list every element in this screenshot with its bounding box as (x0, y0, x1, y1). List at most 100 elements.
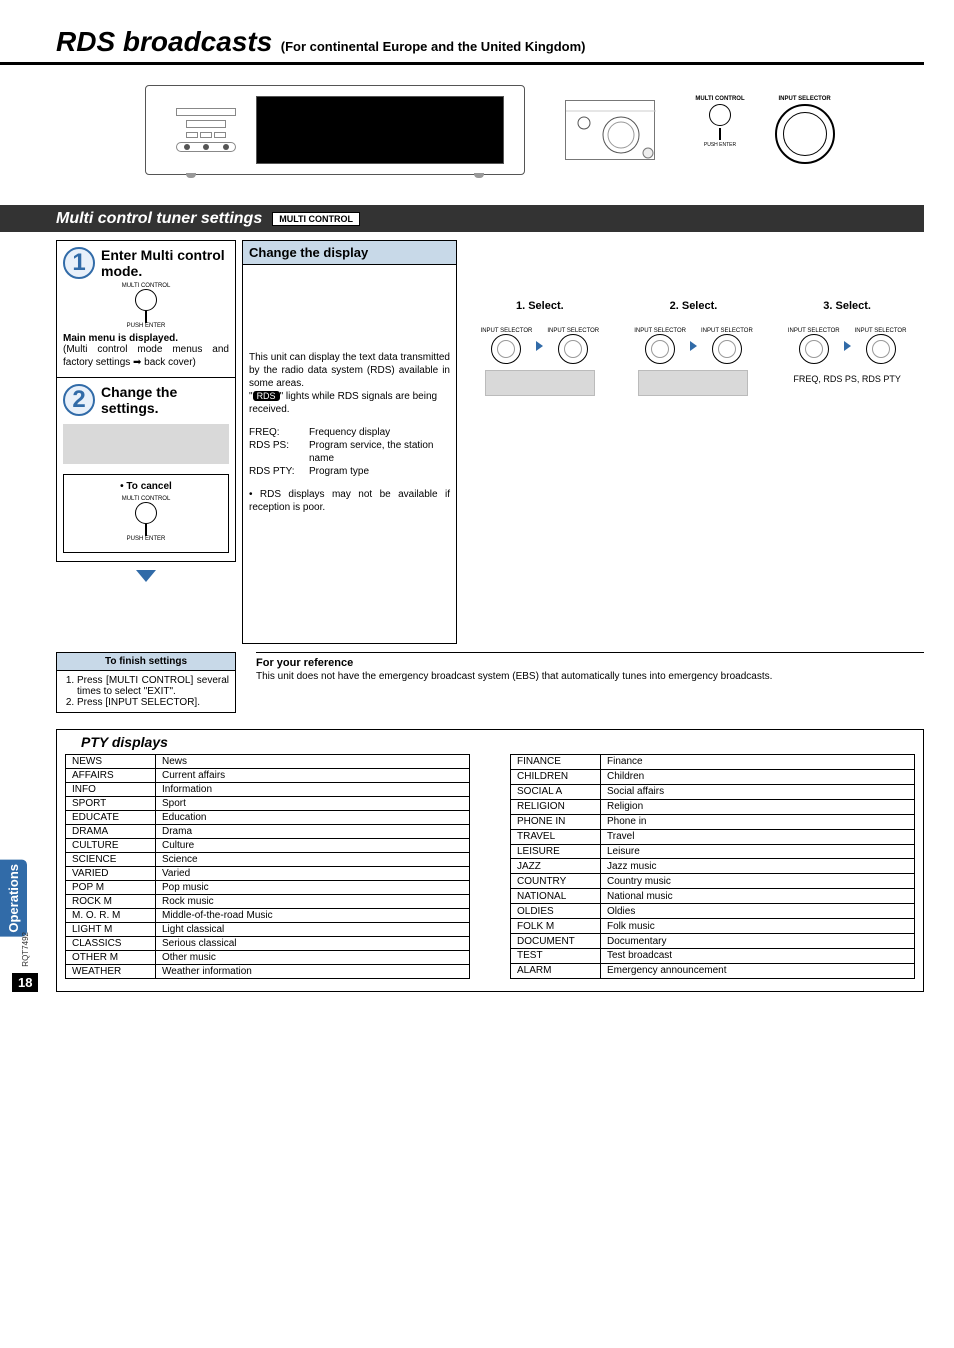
definition-desc: Frequency display (309, 426, 450, 439)
pty-code: VARIED (66, 867, 156, 881)
pty-desc: Varied (156, 867, 470, 881)
select-label-2: 2. Select. (670, 300, 718, 312)
page-title-bar: RDS broadcasts (For continental Europe a… (0, 20, 924, 65)
table-row: CHILDRENChildren (511, 769, 915, 784)
definition-term: RDS PS: (249, 439, 309, 465)
pty-code: RELIGION (511, 799, 601, 814)
change-display-body: This unit can display the text data tran… (242, 264, 457, 644)
pty-code: JAZZ (511, 859, 601, 874)
page-title-main: RDS broadcasts (56, 26, 272, 57)
footer-column: RQT7492 18 (12, 932, 38, 992)
table-row: OTHER MOther music (66, 951, 470, 965)
pty-desc: Jazz music (601, 859, 915, 874)
table-row: OLDIESOldies (511, 904, 915, 919)
section-bar: Multi control tuner settings MULTI CONTR… (0, 205, 924, 232)
pty-desc: Religion (601, 799, 915, 814)
table-row: SCIENCEScience (66, 853, 470, 867)
cd-p2: "RDS" lights while RDS signals are being… (249, 390, 450, 416)
step1-body-bold: Main menu is displayed. (63, 333, 229, 344)
pty-code: FOLK M (511, 919, 601, 934)
cancel-knob-icon (135, 502, 157, 524)
pty-tables: NEWSNewsAFFAIRSCurrent affairsINFOInform… (57, 754, 923, 979)
pty-code: DOCUMENT (511, 934, 601, 949)
cancel-label: • To cancel (70, 481, 222, 492)
table-row: JAZZJazz music (511, 859, 915, 874)
pty-code: COUNTRY (511, 874, 601, 889)
pty-table-left: NEWSNewsAFFAIRSCurrent affairsINFOInform… (65, 754, 470, 979)
pty-desc: Serious classical (156, 937, 470, 951)
cancel-knob-bottom-label: PUSH ENTER (127, 536, 166, 542)
select-group-1: INPUT SELECTOR INPUT SELECTOR (481, 328, 600, 364)
gray-band-cell (638, 370, 748, 396)
select-knobs-row: INPUT SELECTOR INPUT SELECTOR INPUT SELE… (463, 328, 924, 364)
pty-desc: Folk music (601, 919, 915, 934)
table-row: RELIGIONReligion (511, 799, 915, 814)
pty-code: CULTURE (66, 839, 156, 853)
triangle-icon (536, 341, 543, 351)
definition-term: FREQ: (249, 426, 309, 439)
pty-code: ROCK M (66, 895, 156, 909)
step-2-title: Change the settings. (101, 384, 229, 416)
multi-control-label: MULTI CONTROL (695, 96, 744, 102)
table-row: CULTURECulture (66, 839, 470, 853)
page-number: 18 (12, 973, 38, 992)
pty-code: POP M (66, 881, 156, 895)
middle-column: Change the display This unit can display… (242, 240, 457, 644)
table-row: SOCIAL ASocial affairs (511, 784, 915, 799)
triangle-icon (690, 341, 697, 351)
pty-desc: Finance (601, 755, 915, 770)
table-row: AFFAIRSCurrent affairs (66, 769, 470, 783)
left-column: 1 Enter Multi control mode. MULTI CONTRO… (56, 240, 236, 582)
down-arrow-icon (56, 570, 236, 582)
pty-code: M. O. R. M (66, 909, 156, 923)
pty-desc: National music (601, 889, 915, 904)
definition-desc: Program service, the station name (309, 439, 450, 465)
finish-reference-row: To finish settings Press [MULTI CONTROL]… (56, 652, 924, 713)
pty-desc: Current affairs (156, 769, 470, 783)
table-row: ROCK MRock music (66, 895, 470, 909)
table-row: LIGHT MLight classical (66, 923, 470, 937)
step-1-number-icon: 1 (63, 247, 95, 279)
pty-desc: Emergency announcement (601, 963, 915, 978)
definition-row: RDS PS:Program service, the station name (249, 439, 450, 465)
reference-block: For your reference This unit does not ha… (256, 652, 924, 682)
table-row: LEISURELeisure (511, 844, 915, 859)
pty-table-right: FINANCEFinanceCHILDRENChildrenSOCIAL ASo… (510, 754, 915, 979)
pty-desc: Leisure (601, 844, 915, 859)
table-row: FINANCEFinance (511, 755, 915, 770)
reference-body: This unit does not have the emergency br… (256, 671, 924, 682)
right-column: 1. Select. 2. Select. 3. Select. INPUT S… (463, 240, 924, 396)
pty-desc: Light classical (156, 923, 470, 937)
pty-code: NATIONAL (511, 889, 601, 904)
cd-p1: This unit can display the text data tran… (249, 351, 450, 390)
finish-step-2: Press [INPUT SELECTOR]. (77, 697, 229, 708)
finish-step-1: Press [MULTI CONTROL] several times to s… (77, 675, 229, 697)
table-row: INFOInformation (66, 783, 470, 797)
table-row: ALARMEmergency announcement (511, 963, 915, 978)
change-display-title: Change the display (242, 240, 457, 264)
input-selector-label: INPUT SELECTOR (778, 96, 830, 102)
pty-code: FINANCE (511, 755, 601, 770)
pty-desc: Sport (156, 797, 470, 811)
table-row: PHONE INPhone in (511, 814, 915, 829)
pty-desc: Documentary (601, 934, 915, 949)
gray-band-row: FREQ, RDS PS, RDS PTY (463, 370, 924, 396)
table-row: CLASSICSSerious classical (66, 937, 470, 951)
hero-detail-zoom (565, 100, 655, 160)
definition-term: RDS PTY: (249, 465, 309, 478)
step-2-number-icon: 2 (63, 384, 95, 416)
table-row: DRAMADrama (66, 825, 470, 839)
freq-caption: FREQ, RDS PS, RDS PTY (792, 374, 902, 384)
footer-code: RQT7492 (21, 932, 30, 967)
pty-section: PTY displays NEWSNewsAFFAIRSCurrent affa… (56, 729, 924, 992)
main-columns: 1 Enter Multi control mode. MULTI CONTRO… (56, 240, 924, 644)
select-label-1: 1. Select. (516, 300, 564, 312)
finish-body: Press [MULTI CONTROL] several times to s… (57, 671, 235, 712)
select-labels-row: 1. Select. 2. Select. 3. Select. (463, 300, 924, 312)
table-row: FOLK MFolk music (511, 919, 915, 934)
table-row: SPORTSport (66, 797, 470, 811)
table-row: NEWSNews (66, 755, 470, 769)
pty-code: INFO (66, 783, 156, 797)
cd-note: • RDS displays may not be available if r… (249, 488, 450, 514)
table-row: POP MPop music (66, 881, 470, 895)
